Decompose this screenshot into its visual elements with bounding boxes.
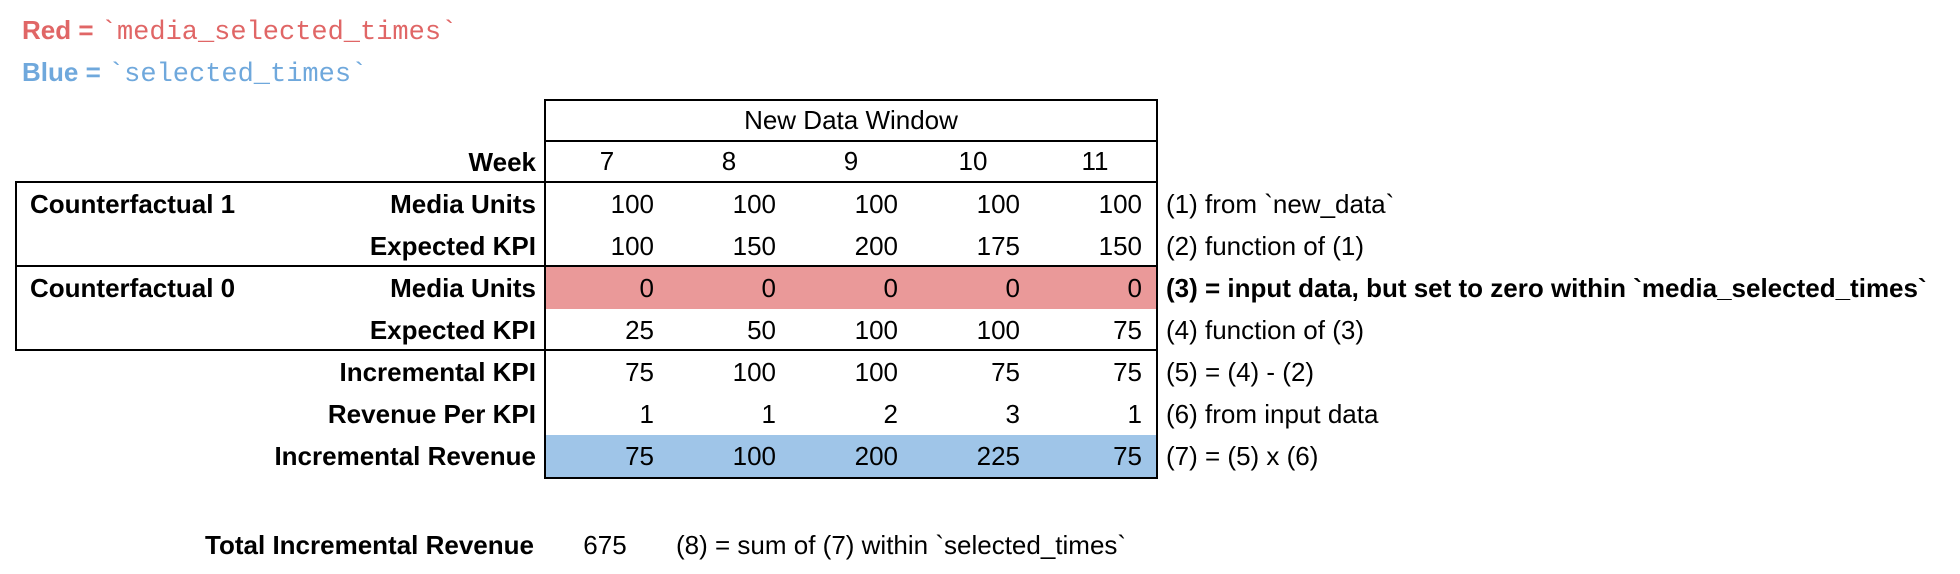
cell: 100 (732, 357, 776, 387)
cell: 75 (1113, 441, 1142, 471)
legend-red-code: `media_selected_times` (100, 18, 458, 48)
legend-red-label: Red = (22, 15, 94, 45)
row-label-incremental-kpi: Incremental KPI (339, 357, 536, 387)
window-title: New Data Window (744, 105, 958, 135)
note-6: (6) from input data (1166, 399, 1379, 429)
cell: 25 (625, 315, 654, 345)
cell: 100 (976, 189, 1020, 219)
legend-blue-code: `selected_times` (107, 60, 368, 90)
cell: 225 (976, 441, 1020, 471)
cell: 75 (991, 357, 1020, 387)
row-label-media-units-cf0: Media Units (390, 273, 536, 303)
row-label-expected-kpi-cf0: Expected KPI (369, 315, 536, 345)
cell: 200 (854, 231, 898, 261)
table-row-incremental-revenue-highlight-blue: 75 100 200 225 75 (546, 435, 1156, 477)
cell: 150 (732, 231, 776, 261)
cell: 0 (639, 273, 654, 303)
row-label-revenue-per-kpi: Revenue Per KPI (327, 399, 536, 429)
cell: 100 (610, 231, 654, 261)
cell: 75 (625, 441, 654, 471)
week-8: 8 (721, 146, 737, 176)
note-8: (8) = sum of (7) within `selected_times` (676, 530, 1127, 560)
cell: 200 (854, 441, 898, 471)
cell: 75 (1113, 357, 1142, 387)
week-7: 7 (599, 146, 615, 176)
row-label-media-units-cf1: Media Units (390, 189, 536, 219)
cell: 3 (1005, 399, 1020, 429)
cell: 100 (732, 189, 776, 219)
cell: 100 (854, 315, 898, 345)
row-label-incremental-revenue: Incremental Revenue (274, 441, 536, 471)
note-4: (4) function of (3) (1166, 315, 1364, 345)
legend-blue: Blue = `selected_times` (22, 54, 367, 90)
cell: 75 (1113, 315, 1142, 345)
table-row-incremental-kpi: 75 100 100 75 75 (546, 351, 1156, 393)
cell: 1 (761, 399, 776, 429)
cell: 175 (976, 231, 1020, 261)
cell: 100 (1098, 189, 1142, 219)
note-3: (3) = input data, but set to zero within… (1166, 273, 1927, 303)
week-11: 11 (1081, 146, 1109, 176)
counterfactual-0-label: Counterfactual 0 (30, 273, 236, 303)
week-10: 10 (958, 146, 988, 176)
cell: 100 (976, 315, 1020, 345)
cell: 75 (625, 357, 654, 387)
note-2: (2) function of (1) (1166, 231, 1364, 261)
row-label-expected-kpi-cf1: Expected KPI (369, 231, 536, 261)
cell: 0 (883, 273, 898, 303)
table-row-revenue-per-kpi: 1 1 2 3 1 (546, 393, 1156, 435)
cell: 100 (854, 357, 898, 387)
cell: 100 (732, 441, 776, 471)
legend-blue-label: Blue = (22, 57, 101, 87)
cell: 1 (639, 399, 654, 429)
note-5: (5) = (4) - (2) (1166, 357, 1315, 387)
week-numbers-row: 7 8 9 10 11 (546, 142, 1156, 183)
cell: 100 (854, 189, 898, 219)
cell: 0 (1005, 273, 1020, 303)
cell: 50 (747, 315, 776, 345)
table-row-expected-kpi-cf0: 25 50 100 100 75 (546, 309, 1156, 351)
table-row-media-units-cf1: 100 100 100 100 100 (546, 183, 1156, 225)
new-data-window-header: New Data Window (546, 101, 1156, 142)
note-1: (1) from `new_data` (1166, 189, 1395, 219)
cell: 2 (883, 399, 898, 429)
week-9: 9 (843, 146, 859, 176)
cell: 150 (1098, 231, 1142, 261)
note-7: (7) = (5) x (6) (1166, 441, 1319, 471)
table-row-media-units-cf0-highlight-red: 0 0 0 0 0 (546, 267, 1156, 309)
cell: 0 (761, 273, 776, 303)
cell: 100 (610, 189, 654, 219)
cell: 0 (1127, 273, 1142, 303)
cell: 1 (1127, 399, 1142, 429)
counterfactual-1-label: Counterfactual 1 (30, 189, 236, 219)
total-incremental-revenue-label: Total Incremental Revenue (205, 530, 534, 560)
total-incremental-revenue-value: 675 (583, 530, 627, 560)
week-label: Week (468, 147, 536, 177)
table-row-expected-kpi-cf1: 100 150 200 175 150 (546, 225, 1156, 267)
data-grid: New Data Window 7 8 9 10 11 100 100 100 … (544, 99, 1158, 479)
legend-red: Red = `media_selected_times` (22, 12, 457, 48)
